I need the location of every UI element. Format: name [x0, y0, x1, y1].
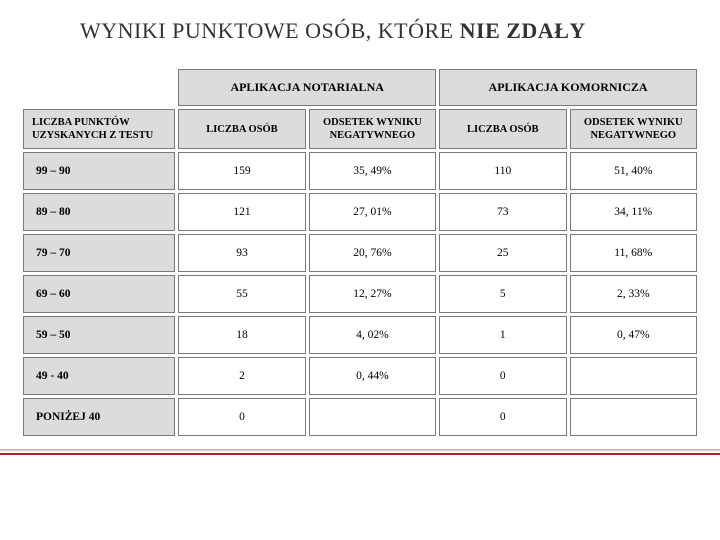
cell: 0, 47%: [570, 316, 697, 354]
row-label: 99 – 90: [23, 152, 175, 190]
table-row: PONIŻEJ 40 0 0: [23, 398, 697, 436]
cell: [570, 398, 697, 436]
table-body: 99 – 90 159 35, 49% 110 51, 40% 89 – 80 …: [23, 152, 697, 436]
table-row: 89 – 80 121 27, 01% 73 34, 11%: [23, 193, 697, 231]
table-row: 99 – 90 159 35, 49% 110 51, 40%: [23, 152, 697, 190]
results-table: APLIKACJA NOTARIALNA APLIKACJA KOMORNICZ…: [20, 66, 700, 439]
cell: [309, 398, 436, 436]
sub-header-3: ODSETEK WYNIKU NEGATYWNEGO: [570, 109, 697, 149]
cell: 25: [439, 234, 566, 272]
row-label: 49 - 40: [23, 357, 175, 395]
table-group-header-row: APLIKACJA NOTARIALNA APLIKACJA KOMORNICZ…: [23, 69, 697, 106]
cell: 51, 40%: [570, 152, 697, 190]
cell: 0: [439, 357, 566, 395]
cell: 2, 33%: [570, 275, 697, 313]
title-bold: NIE ZDAŁY: [460, 18, 586, 43]
cell: 0, 44%: [309, 357, 436, 395]
sub-header-2: LICZBA OSÓB: [439, 109, 566, 149]
cell: 12, 27%: [309, 275, 436, 313]
row-label: PONIŻEJ 40: [23, 398, 175, 436]
row-header-label: LICZBA PUNKTÓW UZYSKANYCH Z TESTU: [23, 109, 175, 149]
cell: 159: [178, 152, 305, 190]
cell: 121: [178, 193, 305, 231]
cell: 27, 01%: [309, 193, 436, 231]
table-row: 79 – 70 93 20, 76% 25 11, 68%: [23, 234, 697, 272]
table-row: 69 – 60 55 12, 27% 5 2, 33%: [23, 275, 697, 313]
cell: 18: [178, 316, 305, 354]
page-container: WYNIKI PUNKTOWE OSÓB, KTÓRE NIE ZDAŁY AP…: [0, 0, 720, 439]
cell: 11, 68%: [570, 234, 697, 272]
cell: 34, 11%: [570, 193, 697, 231]
cell: 1: [439, 316, 566, 354]
group-header-notarialna: APLIKACJA NOTARIALNA: [178, 69, 436, 106]
sub-header-1: ODSETEK WYNIKU NEGATYWNEGO: [309, 109, 436, 149]
page-title: WYNIKI PUNKTOWE OSÓB, KTÓRE NIE ZDAŁY: [20, 18, 700, 44]
footer-shadow: [0, 449, 720, 452]
cell: 55: [178, 275, 305, 313]
row-label: 59 – 50: [23, 316, 175, 354]
cell: 35, 49%: [309, 152, 436, 190]
group-header-komornicza: APLIKACJA KOMORNICZA: [439, 69, 697, 106]
cell: 93: [178, 234, 305, 272]
table-sub-header-row: LICZBA PUNKTÓW UZYSKANYCH Z TESTU LICZBA…: [23, 109, 697, 149]
cell: [570, 357, 697, 395]
cell: 5: [439, 275, 566, 313]
cell: 2: [178, 357, 305, 395]
cell: 73: [439, 193, 566, 231]
title-prefix: WYNIKI PUNKTOWE OSÓB, KTÓRE: [80, 18, 460, 43]
footer-accent-line: [0, 453, 720, 455]
cell: 0: [439, 398, 566, 436]
cell: 4, 02%: [309, 316, 436, 354]
row-label: 89 – 80: [23, 193, 175, 231]
row-label: 69 – 60: [23, 275, 175, 313]
table-row: 59 – 50 18 4, 02% 1 0, 47%: [23, 316, 697, 354]
cell: 110: [439, 152, 566, 190]
sub-header-0: LICZBA OSÓB: [178, 109, 305, 149]
row-label: 79 – 70: [23, 234, 175, 272]
cell: 0: [178, 398, 305, 436]
cell: 20, 76%: [309, 234, 436, 272]
table-row: 49 - 40 2 0, 44% 0: [23, 357, 697, 395]
empty-corner: [23, 69, 175, 106]
